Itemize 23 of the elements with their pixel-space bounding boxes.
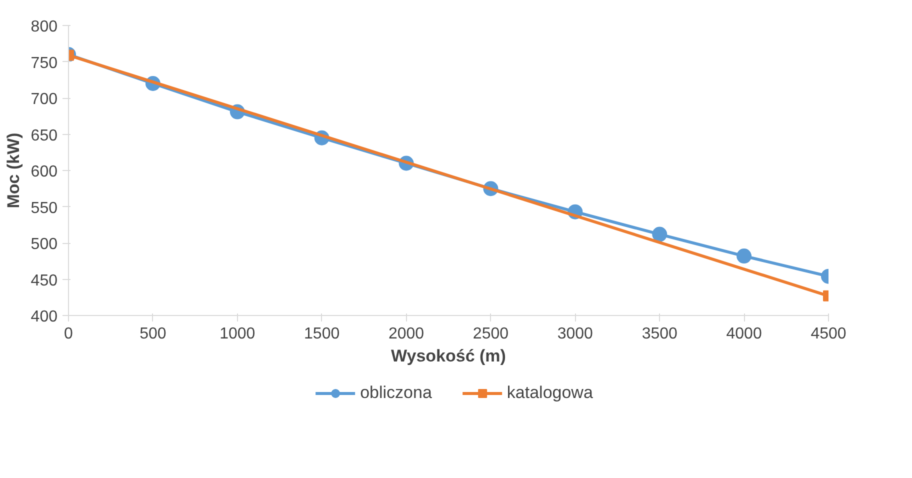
y-tick-label: 800: [30, 18, 58, 36]
x-tick-label: 2000: [388, 326, 424, 342]
x-tick-label: 3000: [557, 326, 594, 342]
y-tick-label: 550: [30, 200, 58, 217]
y-tick-label: 650: [30, 127, 58, 144]
y-axis-title: Moc (kW): [4, 132, 23, 208]
legend-label: obliczona: [360, 383, 432, 403]
x-tick-label: 4000: [726, 326, 762, 342]
x-tick-label: 1000: [220, 326, 256, 342]
y-tick-label: 700: [30, 91, 58, 108]
y-tick-label: 500: [30, 236, 58, 253]
x-tick-label: 1500: [304, 326, 340, 342]
legend-label: katalogowa: [506, 383, 593, 403]
x-axis-title: Wysokość (m): [391, 346, 506, 366]
y-tick-label: 400: [30, 308, 58, 326]
y-tick-label: 600: [30, 164, 58, 180]
x-tick-label: 500: [140, 326, 166, 342]
x-tick-label: 2500: [472, 326, 509, 342]
x-tick-label: 3500: [642, 326, 678, 342]
x-tick-label: 4500: [810, 326, 846, 342]
y-tick-label: 750: [30, 54, 58, 72]
x-tick-label: 0: [64, 326, 74, 342]
y-tick-label: 450: [30, 272, 58, 290]
